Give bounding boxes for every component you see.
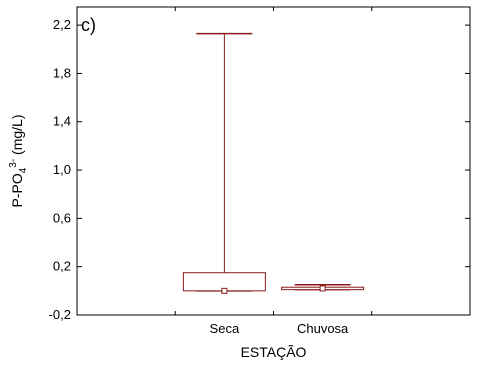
y-tick-label: -0,2	[49, 307, 71, 322]
axes: Seca Chuvosa	[76, 6, 471, 336]
x-axis-title: ESTAÇÃO	[241, 344, 307, 360]
y-axis-title-sup: 3-	[8, 159, 19, 168]
y-tick-label: 1,8	[53, 65, 71, 80]
y-tick-label: 0,2	[53, 259, 71, 274]
y-axis-title-sub: 4	[18, 167, 29, 173]
y-tick-label: 1,0	[53, 162, 71, 177]
y-tick-label: 0,6	[53, 210, 71, 225]
box-chuvosa	[281, 284, 365, 292]
box-series	[182, 32, 365, 294]
median-marker	[319, 285, 326, 292]
y-axis-title-tail: (mg/L)	[9, 114, 25, 158]
y-axis-title: P-PO43- (mg/L)	[8, 114, 29, 207]
x-tick-label: Seca	[210, 321, 240, 336]
y-ticks: -0,2 0,2 0,6 1,0 1,4 1,8 2,2	[49, 17, 470, 322]
x-tick-label: Chuvosa	[297, 321, 349, 336]
y-axis-title-main: P-PO	[9, 173, 25, 207]
panel-label: c)	[81, 15, 96, 35]
plot-frame	[76, 6, 471, 316]
y-tick-label: 2,2	[53, 17, 71, 32]
median-marker	[221, 287, 228, 294]
box-seca	[182, 32, 266, 294]
y-tick-label: 1,4	[53, 114, 71, 129]
